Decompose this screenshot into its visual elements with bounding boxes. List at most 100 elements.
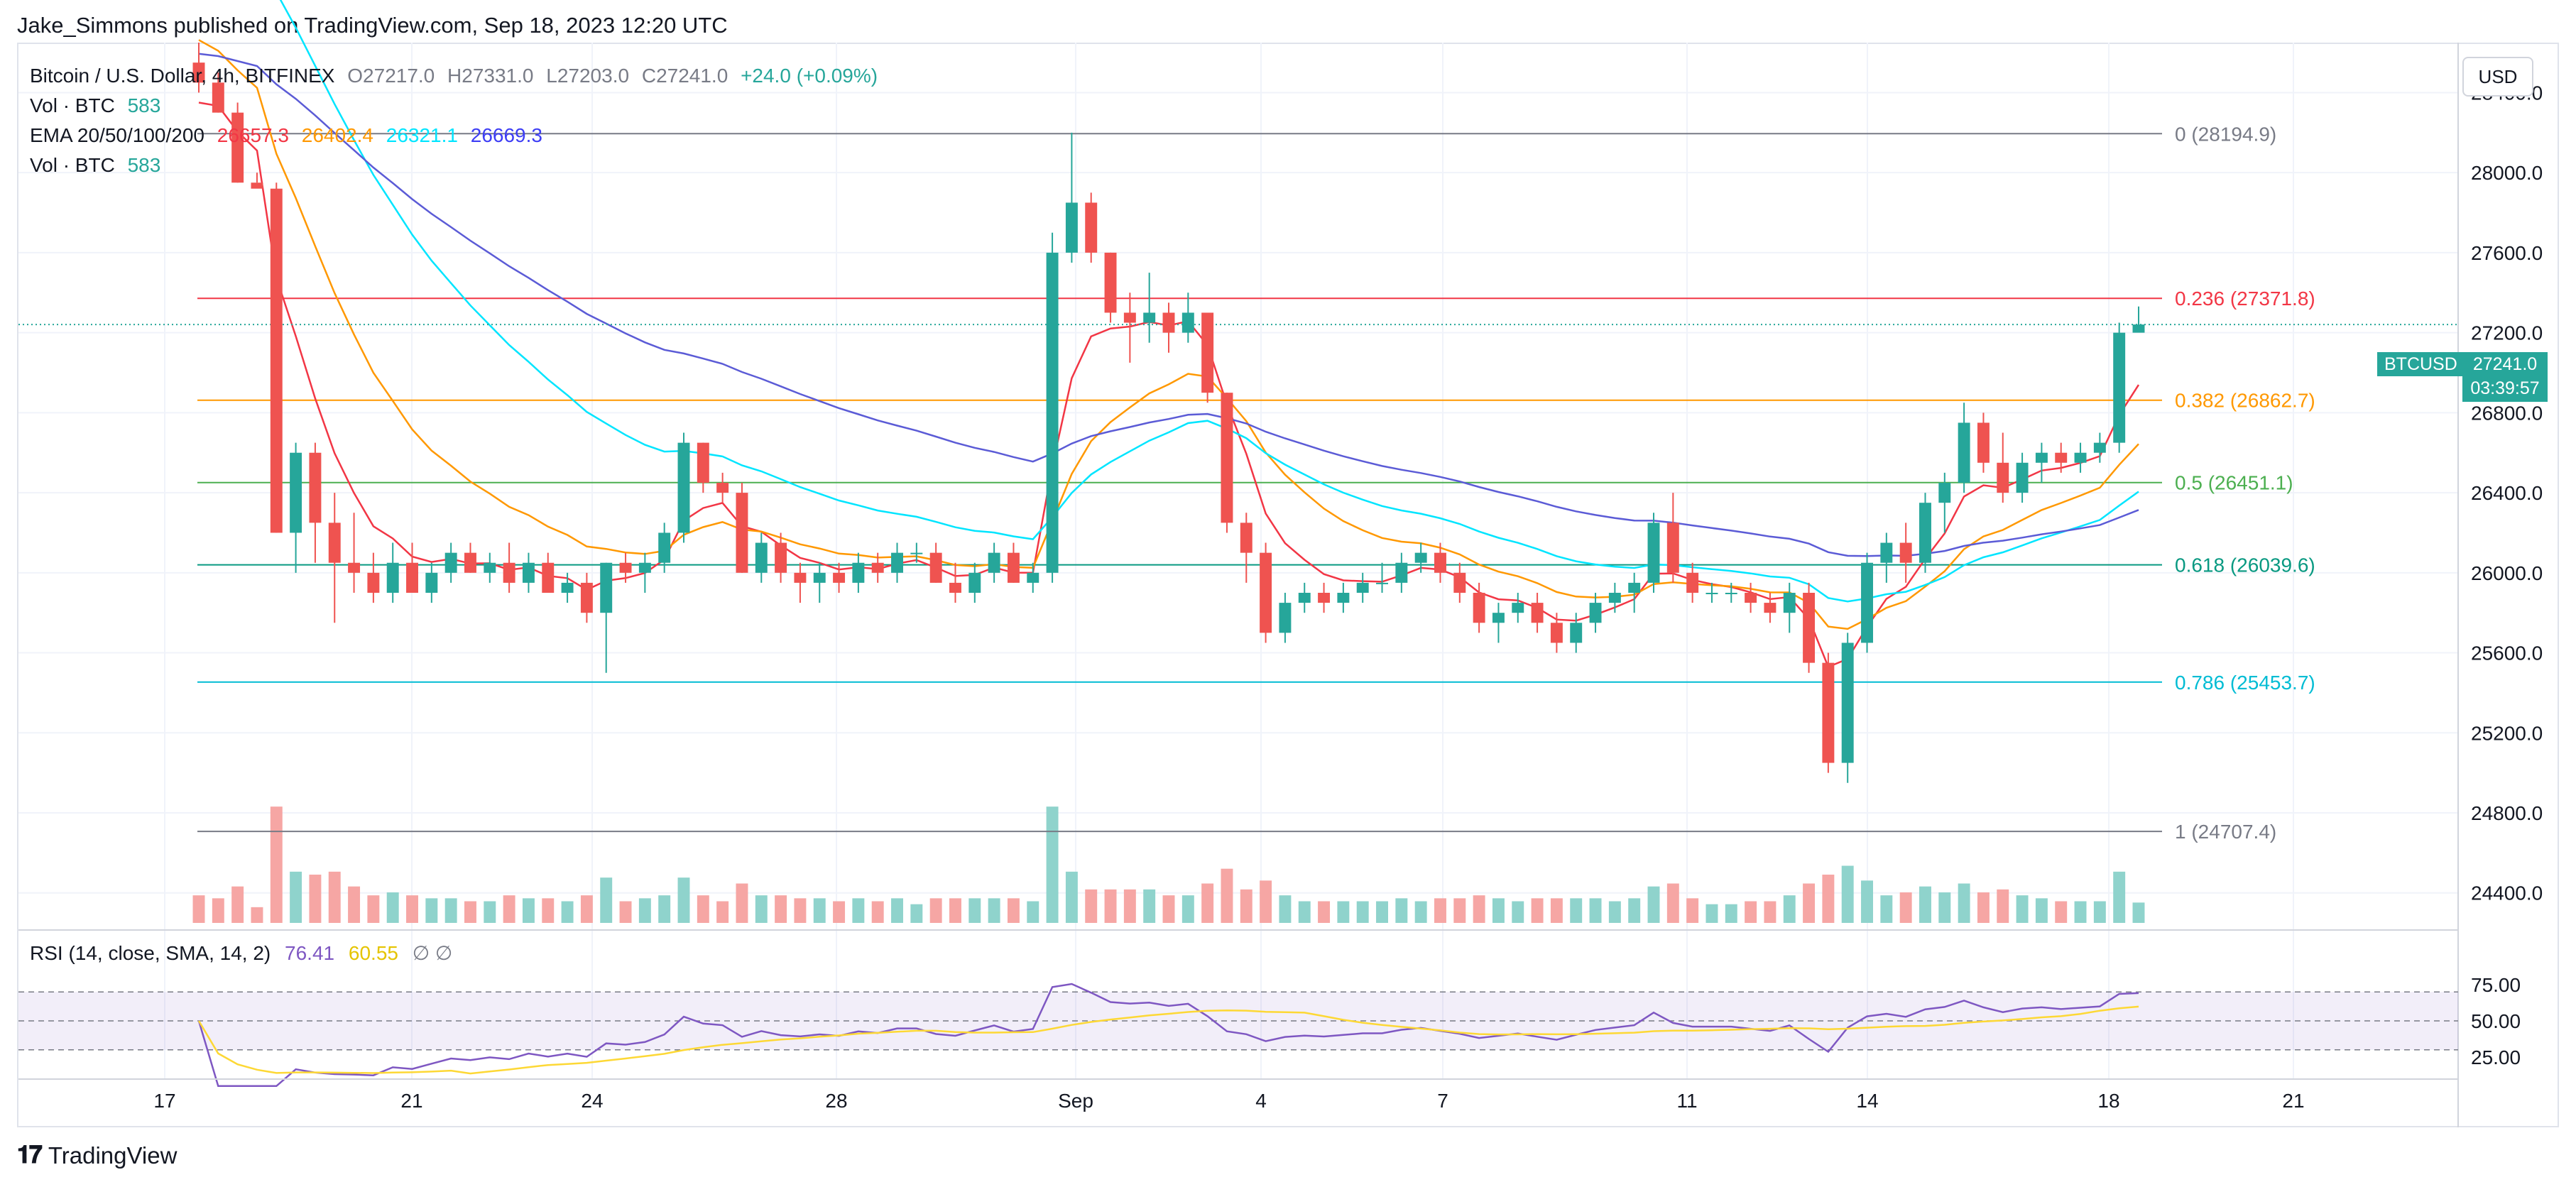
volume-bar xyxy=(1550,898,1563,923)
volume-bar xyxy=(2055,901,2068,923)
volume-bar xyxy=(1104,889,1117,923)
candle-body xyxy=(1337,593,1350,603)
candle-body xyxy=(1628,582,1641,593)
candle-body xyxy=(1260,552,1272,633)
price-tick-label: 26400.0 xyxy=(2471,482,2543,504)
tradingview-watermark[interactable]: 𝟏𝟕 TradingView xyxy=(17,1142,177,1169)
symbol-row[interactable]: Bitcoin / U.S. Dollar, 4h, BITFINEX O272… xyxy=(30,61,885,91)
candle-body xyxy=(1434,552,1446,573)
rsi-pane: 75.00 50.00 25.00 xyxy=(18,929,2521,1088)
rsi-sma-value: 60.55 xyxy=(348,942,398,964)
candle-body xyxy=(464,552,476,573)
ema-label[interactable]: EMA 20/50/100/200 xyxy=(30,124,204,146)
ema50-line xyxy=(198,39,2139,630)
candle-body xyxy=(1395,562,1408,583)
candle-body xyxy=(367,572,380,593)
volume-bar xyxy=(503,895,515,923)
candle-body xyxy=(1977,422,1990,463)
price-tick-label: 24800.0 xyxy=(2471,802,2543,824)
volume-value-2: 583 xyxy=(127,154,161,176)
volume-bar xyxy=(775,895,787,923)
volume-bar xyxy=(1473,895,1485,923)
volume-bar xyxy=(2113,871,2126,923)
price-tick-label: 28000.0 xyxy=(2471,162,2543,184)
volume-bars xyxy=(192,806,2145,923)
candle-body xyxy=(1861,562,1873,643)
candle-body xyxy=(619,562,632,573)
volume-bar xyxy=(1414,901,1427,923)
volume-bar xyxy=(2093,901,2106,923)
candle-body xyxy=(251,182,263,189)
candlesticks xyxy=(192,43,2145,783)
volume-value: 583 xyxy=(127,94,161,116)
volume-bar xyxy=(348,886,361,923)
volume-label[interactable]: Vol · BTC xyxy=(30,94,115,116)
volume-label-2[interactable]: Vol · BTC xyxy=(30,154,115,176)
ema200-line xyxy=(198,53,2139,557)
rsi-label[interactable]: RSI (14, close, SMA, 14, 2) xyxy=(30,942,271,964)
close-value: C27241.0 xyxy=(641,65,728,87)
volume-bar xyxy=(1745,901,1757,923)
ema200-value: 26669.3 xyxy=(470,124,542,146)
volume-bar xyxy=(1647,886,1660,923)
volume-bar xyxy=(2132,902,2145,923)
volume-bar xyxy=(638,898,651,923)
volume-bar xyxy=(1065,871,1078,923)
candle-body xyxy=(1958,422,1970,483)
candle-body xyxy=(2132,324,2145,333)
volume-bar xyxy=(580,895,593,923)
time-tick-label: 24 xyxy=(581,1090,603,1112)
time-tick-label: Sep xyxy=(1058,1090,1093,1112)
volume-bar xyxy=(871,901,884,923)
candle-body xyxy=(561,582,574,593)
volume-bar xyxy=(328,871,341,923)
candle-body xyxy=(231,112,244,183)
candle-body xyxy=(1221,393,1233,523)
volume-bar xyxy=(1783,895,1796,923)
candle-body xyxy=(2093,442,2106,453)
volume-bar xyxy=(833,901,846,923)
time-tick-label: 28 xyxy=(825,1090,847,1112)
volume-bar xyxy=(813,898,826,923)
volume-bar xyxy=(1512,901,1524,923)
time-tick-label: 17 xyxy=(153,1090,175,1112)
bar-countdown: 03:39:57 xyxy=(2470,378,2540,398)
volume-bar xyxy=(736,883,748,923)
candle-body xyxy=(1938,483,1951,503)
rsi-legend[interactable]: RSI (14, close, SMA, 14, 2) 76.41 60.55 … xyxy=(30,941,461,965)
candle-body xyxy=(1608,593,1621,603)
volume-row-2[interactable]: Vol · BTC 583 xyxy=(30,151,885,180)
volume-bar xyxy=(1492,898,1505,923)
price-tick-label: 25200.0 xyxy=(2471,722,2543,744)
ema-row[interactable]: EMA 20/50/100/200 26657.3 26402.4 26321.… xyxy=(30,121,885,151)
fib-level-label: 0.236 (27371.8) xyxy=(2175,288,2315,310)
candle-body xyxy=(2074,452,2087,463)
volume-bar xyxy=(444,898,457,923)
chart-legend: Bitcoin / U.S. Dollar, 4h, BITFINEX O272… xyxy=(30,61,885,180)
symbol-label[interactable]: Bitcoin / U.S. Dollar, 4h, BITFINEX xyxy=(30,65,335,87)
volume-bar xyxy=(1143,889,1156,923)
candle-body xyxy=(1841,642,1854,763)
volume-bar xyxy=(1997,889,2009,923)
candle-body xyxy=(444,552,457,573)
candle-body xyxy=(386,562,399,593)
candle-body xyxy=(1725,593,1737,594)
volume-bar xyxy=(464,901,476,923)
candle-body xyxy=(1453,572,1466,593)
volume-bar xyxy=(192,895,205,923)
candle-body xyxy=(677,442,690,533)
candle-body xyxy=(484,562,496,573)
candle-body xyxy=(1104,252,1117,313)
symbol-price-tag: BTCUSD xyxy=(2377,352,2465,376)
volume-bar xyxy=(1803,883,1816,923)
time-tick-label: 7 xyxy=(1437,1090,1448,1112)
candle-body xyxy=(406,562,418,593)
candle-body xyxy=(988,552,1000,573)
volume-row[interactable]: Vol · BTC 583 xyxy=(30,91,885,121)
currency-button[interactable]: USD xyxy=(2462,57,2533,97)
volume-bar xyxy=(231,886,244,923)
price-tick-label: 27200.0 xyxy=(2471,322,2543,344)
volume-bar xyxy=(1531,898,1544,923)
fibonacci-levels: 0 (28194.9) 0.236 (27371.8) 0.382 (26862.7… xyxy=(197,123,2315,843)
